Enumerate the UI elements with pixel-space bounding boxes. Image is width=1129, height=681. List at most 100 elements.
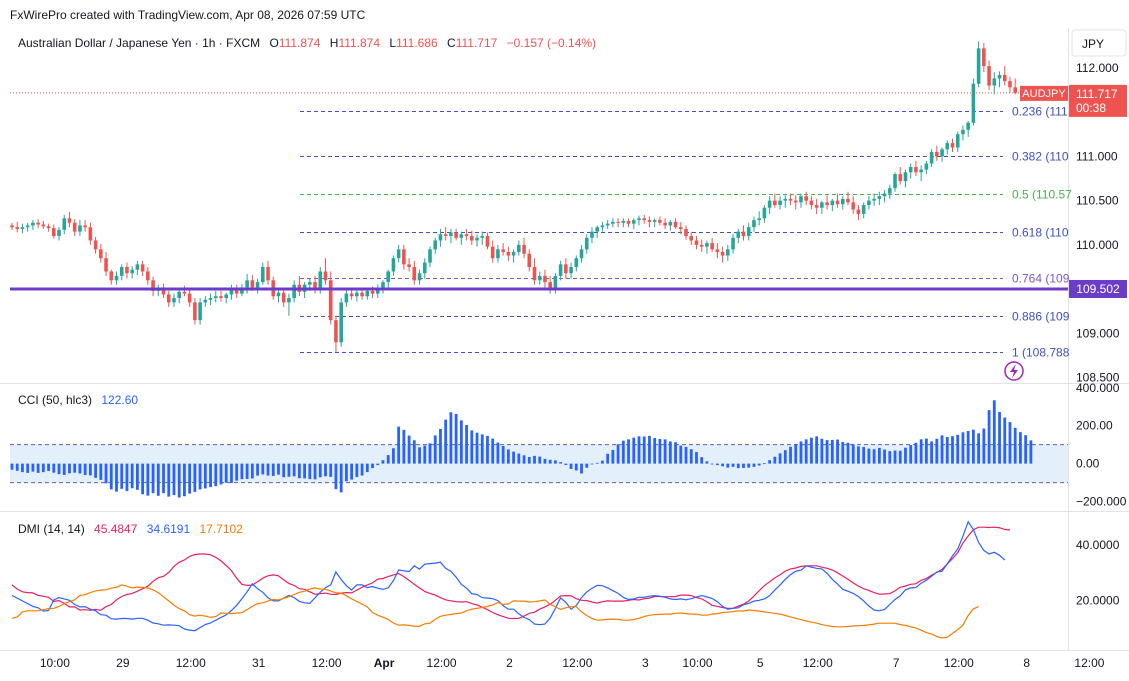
- candle-body: [198, 302, 202, 321]
- dmi-title: DMI (14, 14): [18, 522, 85, 536]
- time-axis-tick: 12:00: [803, 656, 833, 670]
- dmi-plus-di-line: [11, 520, 1006, 632]
- cci-bar: [501, 445, 505, 464]
- cci-bar: [726, 463, 730, 468]
- candle-body: [616, 221, 620, 223]
- candle-body: [809, 200, 814, 206]
- candle-body: [992, 78, 997, 86]
- candle-body: [851, 202, 856, 210]
- cci-bar: [308, 463, 312, 480]
- candle-body: [323, 271, 328, 281]
- candle-body: [412, 267, 417, 281]
- cci-bar: [350, 463, 354, 480]
- cci-bar: [136, 463, 139, 490]
- candle-body: [88, 227, 93, 241]
- candle-body: [25, 225, 30, 228]
- currency-button-label: JPY: [1082, 37, 1104, 51]
- candle-body: [146, 271, 150, 281]
- candle-body: [266, 267, 270, 281]
- candle-body: [731, 237, 735, 250]
- cci-bar: [214, 463, 218, 487]
- cci-bar: [517, 453, 521, 464]
- candle-body: [694, 240, 699, 245]
- candle-body: [867, 200, 871, 206]
- lightning-icon[interactable]: [1004, 361, 1024, 381]
- cci-bar: [872, 449, 876, 464]
- cci-bar: [297, 463, 301, 479]
- candle-body: [543, 275, 547, 283]
- cci-bar: [616, 444, 620, 464]
- candle-body: [125, 267, 129, 274]
- fibonacci-retracement[interactable]: 0.236 (111 0.382 (110 0.5 (110.57 0.618 (11…: [300, 105, 1072, 360]
- candle-body: [470, 236, 474, 241]
- cci-bar: [533, 455, 536, 464]
- cci-bar: [130, 463, 134, 489]
- candle-body: [72, 222, 77, 232]
- candle-body: [590, 231, 594, 238]
- candle-body: [349, 293, 354, 297]
- candle-body: [475, 237, 479, 241]
- cci-bar: [73, 463, 77, 473]
- cci-bar: [632, 437, 636, 464]
- candle-body: [579, 249, 584, 259]
- candle-body: [208, 298, 213, 300]
- candle-body: [396, 249, 401, 259]
- last-price-value: 111.717: [1076, 87, 1118, 101]
- candle-body: [99, 249, 103, 259]
- cci-bar: [303, 463, 306, 479]
- candle-body: [908, 166, 913, 173]
- cci-bar: [987, 410, 991, 464]
- cci-bar: [956, 434, 960, 464]
- candle-body: [955, 134, 960, 148]
- cci-bar: [99, 463, 103, 480]
- cci-bar: [1019, 432, 1022, 464]
- candle-body: [720, 251, 725, 256]
- dmi-legend[interactable]: DMI (14, 14) 45.4847 34.6191 17.7102: [18, 522, 243, 536]
- candle-body: [537, 275, 542, 281]
- ohlc-legend[interactable]: Australian Dollar / Japanese Yen · 1h · …: [18, 36, 596, 50]
- cci-axis-tick: 200.00: [1076, 419, 1113, 433]
- candle-body: [778, 200, 782, 206]
- cci-bar: [585, 463, 589, 468]
- candle-body: [652, 220, 657, 222]
- cci-bar: [1003, 417, 1007, 464]
- candle-body: [36, 222, 40, 225]
- cci-bar: [543, 458, 547, 464]
- cci-bar: [705, 461, 709, 464]
- candle-body: [438, 234, 443, 241]
- candle-body: [903, 172, 908, 182]
- cci-bar: [815, 436, 819, 464]
- cci-bar: [919, 439, 923, 464]
- cci-bar: [386, 455, 390, 464]
- candle-body: [814, 205, 819, 208]
- candle-body: [52, 228, 56, 237]
- cci-bar: [914, 442, 918, 464]
- cci-bar: [480, 434, 484, 464]
- fib-level-label: 0.618 (110: [1012, 226, 1069, 240]
- candle-body: [193, 302, 197, 321]
- symbol-tag-label: AUDJPY: [1022, 88, 1066, 100]
- cci-bar: [992, 400, 996, 464]
- cci-bar: [736, 463, 740, 469]
- candle-body: [261, 267, 265, 283]
- candle-body: [877, 196, 882, 199]
- candle-body: [861, 205, 866, 214]
- cci-bar: [26, 463, 30, 473]
- cci-bar: [554, 460, 557, 464]
- time-axis-tick: 31: [252, 656, 266, 670]
- candle-body: [584, 237, 589, 250]
- cci-bar: [177, 463, 181, 498]
- cci-bar: [256, 463, 259, 476]
- candle-body: [240, 287, 244, 294]
- time-axis-tick: 10:00: [40, 656, 70, 670]
- dmi-axis-tick: 20.0000: [1076, 593, 1120, 607]
- currency-button[interactable]: JPY: [1071, 29, 1127, 57]
- low-value: 111.686: [396, 36, 438, 50]
- cci-legend[interactable]: CCI (50, hlc3) 122.60: [18, 393, 138, 407]
- candle-body: [982, 48, 986, 67]
- cci-bar: [292, 463, 296, 477]
- dmi-adx-value: 45.4847: [94, 522, 138, 536]
- cci-bar: [951, 436, 954, 464]
- candle-body: [929, 151, 934, 164]
